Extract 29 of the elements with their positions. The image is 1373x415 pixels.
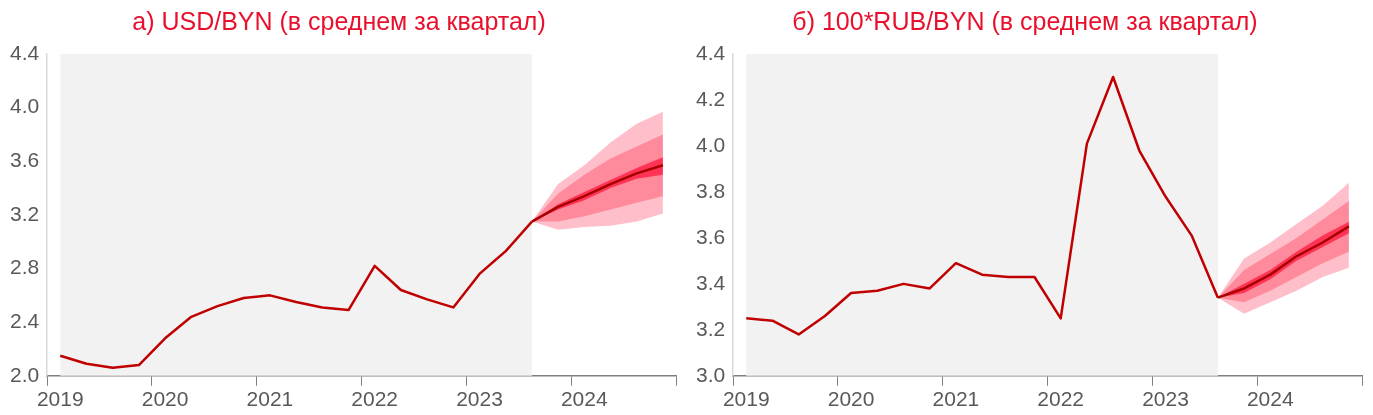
x-tick-label: 2022	[1037, 387, 1085, 411]
y-tick-label: 4.2	[695, 86, 726, 110]
y-tick-label: 3.6	[9, 148, 40, 172]
y-tick-label: 3.4	[695, 270, 726, 294]
x-tick-label: 2019	[36, 387, 84, 411]
y-tick-label: 4.0	[695, 132, 726, 156]
x-tick-label: 2019	[722, 387, 770, 411]
y-tick-label: 4.4	[695, 40, 726, 64]
x-tick-label: 2021	[246, 387, 294, 411]
chart-title: б) 100*RUB/BYN (в среднем за квартал)	[792, 6, 1258, 35]
x-tick-label: 2024	[560, 387, 608, 411]
x-tick-label: 2020	[827, 387, 875, 411]
y-tick-label: 3.2	[9, 201, 40, 225]
y-tick-label: 3.2	[695, 316, 726, 340]
y-tick-label: 2.8	[9, 255, 40, 279]
y-tick-label: 2.4	[9, 308, 40, 332]
y-tick-label: 2.0	[9, 362, 40, 386]
y-tick-label: 4.0	[9, 94, 40, 118]
y-tick-label: 3.8	[695, 178, 726, 202]
y-tick-label: 4.4	[9, 40, 40, 64]
y-tick-label: 3.6	[695, 224, 726, 248]
chart-title: а) USD/BYN (в среднем за квартал)	[132, 6, 546, 35]
x-tick-label: 2021	[932, 387, 980, 411]
x-tick-label: 2024	[1246, 387, 1294, 411]
y-tick-label: 3.0	[695, 362, 726, 386]
x-tick-label: 2020	[141, 387, 189, 411]
x-tick-label: 2023	[1142, 387, 1189, 411]
x-tick-label: 2022	[351, 387, 399, 411]
x-tick-label: 2023	[456, 387, 503, 411]
